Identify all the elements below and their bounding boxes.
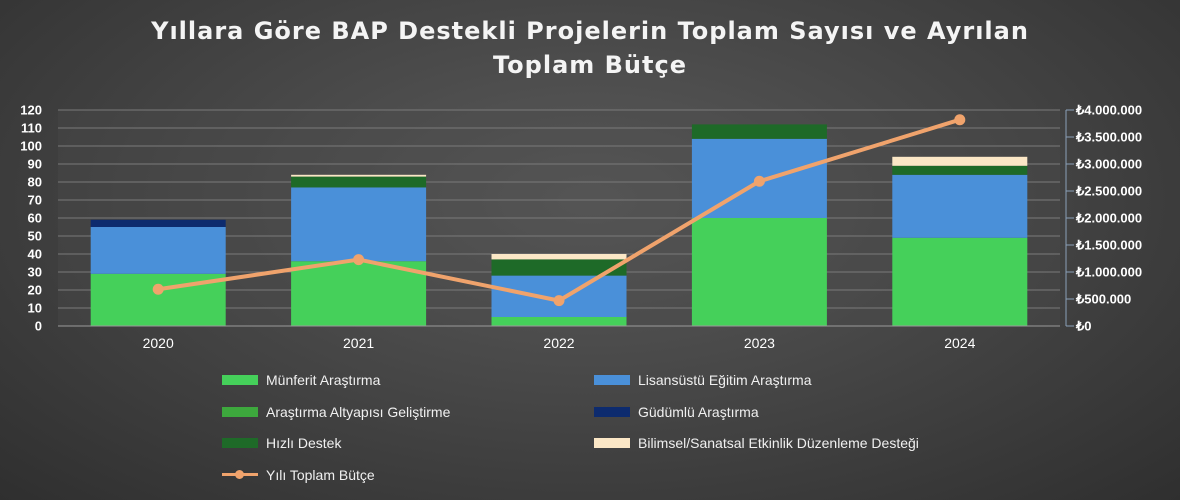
y2-axis-tick-label: ₺500.000	[1075, 292, 1131, 307]
y-axis-tick-label: 100	[20, 139, 42, 154]
y2-axis-tick-label: ₺1.500.000	[1075, 238, 1142, 253]
legend-label: Yılı Toplam Bütçe	[266, 467, 375, 483]
budget-point	[753, 175, 765, 187]
legend-item: Araştırma Altyapısı Geliştirme	[222, 400, 450, 424]
legend-label: Hızlı Destek	[266, 435, 342, 451]
legend-item: Bilimsel/Sanatsal Etkinlik Düzenleme Des…	[594, 431, 919, 455]
legend-swatch	[594, 375, 630, 385]
y-axis-tick-label: 90	[28, 157, 42, 172]
bar-segment	[291, 174, 427, 177]
legend-swatch	[594, 438, 630, 448]
x-axis-tick-label: 2022	[543, 335, 574, 351]
legend-label: Lisansüstü Eğitim Araştırma	[638, 372, 812, 388]
y-axis-tick-label: 20	[28, 283, 42, 298]
chart-title-line-1: Yıllara Göre BAP Destekli Projelerin Top…	[151, 17, 1029, 45]
bar-segment	[291, 187, 427, 262]
x-axis-tick-label: 2023	[744, 335, 775, 351]
legend-label: Münferit Araştırma	[266, 372, 381, 388]
y2-axis-tick-label: ₺4.000.000	[1075, 103, 1142, 118]
y-axis-tick-label: 40	[28, 247, 42, 262]
y-axis-tick-label: 0	[35, 319, 42, 334]
bar-segment	[291, 176, 427, 188]
y-axis-tick-label: 30	[28, 265, 42, 280]
bar-segment	[892, 174, 1028, 238]
bar-segment	[892, 156, 1028, 166]
legend-label: Araştırma Altyapısı Geliştirme	[266, 404, 451, 420]
y2-axis-tick-label: ₺2.500.000	[1075, 184, 1142, 199]
bar-segment	[90, 219, 226, 227]
y-axis-tick-label: 10	[28, 301, 42, 316]
y-axis-tick-label: 70	[28, 193, 42, 208]
budget-point	[553, 295, 565, 307]
y-axis-tick-label: 50	[28, 229, 42, 244]
budget-point	[152, 283, 164, 295]
chart-plot-area: 0 10 20 30 40 50 60 70 80 90 100 110 120 ₺0 ₺500.000 ₺1…	[20, 103, 1142, 351]
legend-swatch	[594, 407, 630, 417]
y-axis-tick-label: 110	[21, 121, 42, 136]
legend-swatch	[222, 438, 258, 448]
bar-segment	[491, 254, 627, 260]
bar-segment	[491, 259, 627, 276]
y2-axis-tick-label: ₺1.000.000	[1075, 265, 1142, 280]
y2-axis-tick-label: ₺0	[1075, 319, 1092, 334]
x-axis-tick-label: 2020	[143, 335, 174, 351]
x-axis-tick-label: 2024	[944, 335, 975, 351]
y-axis-tick-label: 60	[28, 211, 42, 226]
budget-point	[954, 114, 966, 126]
legend-item: Yılı Toplam Bütçe	[222, 463, 375, 487]
legend-swatch	[222, 375, 258, 385]
bar-segment	[892, 237, 1028, 326]
bar-segment	[892, 165, 1028, 175]
budget-point	[353, 254, 365, 266]
legend-item: Hızlı Destek	[222, 431, 341, 455]
x-axis-tick-label: 2021	[343, 335, 374, 351]
chart-title-line-2: Toplam Bütçe	[493, 51, 687, 79]
legend-swatch	[222, 407, 258, 417]
y2-axis-tick-label: ₺3.500.000	[1075, 130, 1142, 145]
y-axis-tick-label: 120	[20, 103, 42, 118]
y2-axis-tick-label: ₺3.000.000	[1075, 157, 1142, 172]
y2-axis-tick-label: ₺2.000.000	[1075, 211, 1142, 226]
legend-label: Bilimsel/Sanatsal Etkinlik Düzenleme Des…	[638, 435, 919, 451]
legend-item: Münferit Araştırma	[222, 368, 380, 392]
y-axis-tick-label: 80	[28, 175, 42, 190]
legend-swatch	[222, 470, 258, 480]
bar-segment	[491, 317, 627, 326]
bar-segment	[691, 124, 827, 139]
bar-segment	[90, 227, 226, 274]
bar-segment	[291, 261, 427, 326]
bar-segment	[691, 218, 827, 326]
legend-item: Güdümlü Araştırma	[594, 400, 759, 424]
legend-label: Güdümlü Araştırma	[638, 404, 759, 420]
legend-item: Lisansüstü Eğitim Araştırma	[594, 368, 812, 392]
chart-title: Yıllara Göre BAP Destekli Projelerin Top…	[0, 14, 1180, 82]
